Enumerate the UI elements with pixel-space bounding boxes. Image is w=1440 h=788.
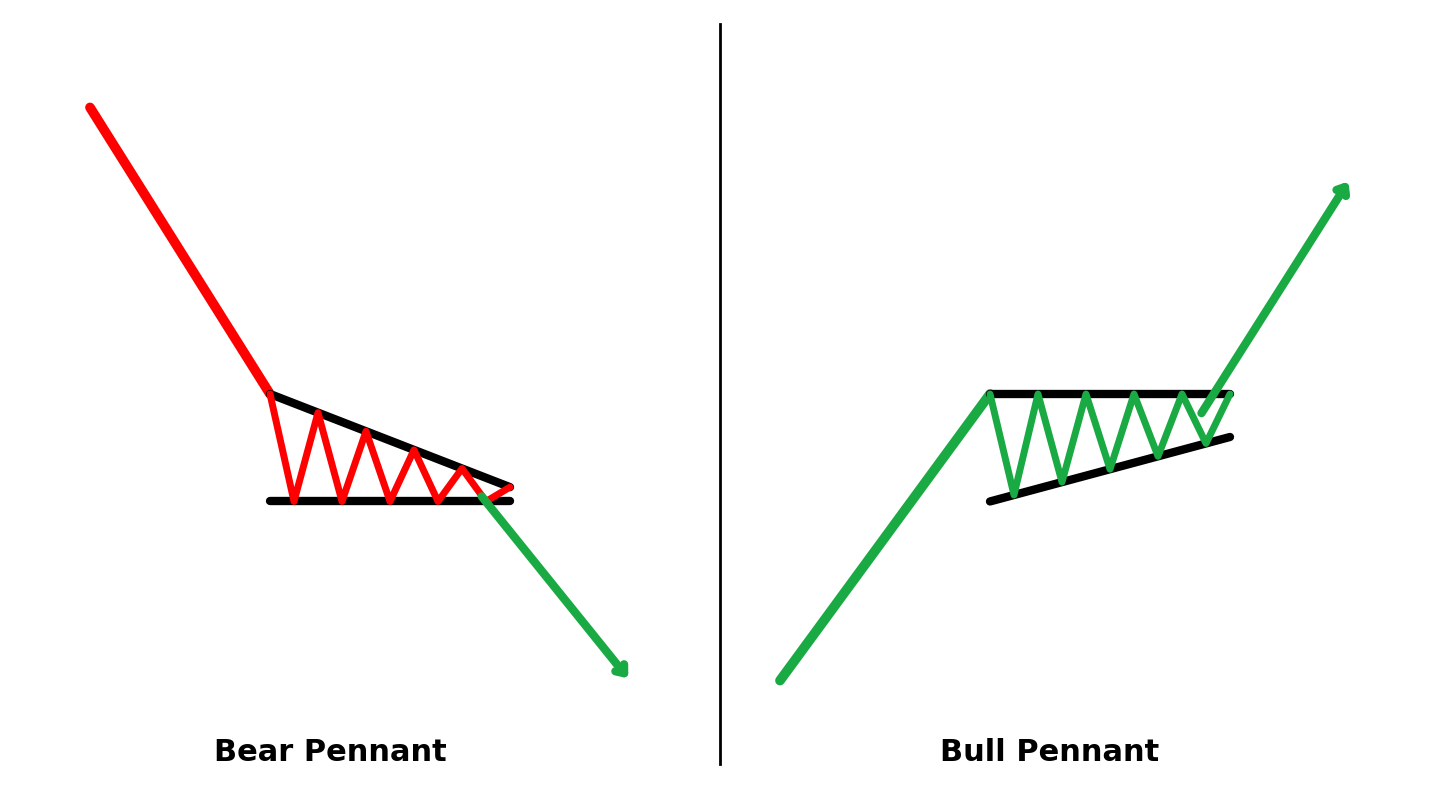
Text: Bull Pennant: Bull Pennant	[940, 738, 1159, 767]
Text: Bear Pennant: Bear Pennant	[213, 738, 446, 767]
